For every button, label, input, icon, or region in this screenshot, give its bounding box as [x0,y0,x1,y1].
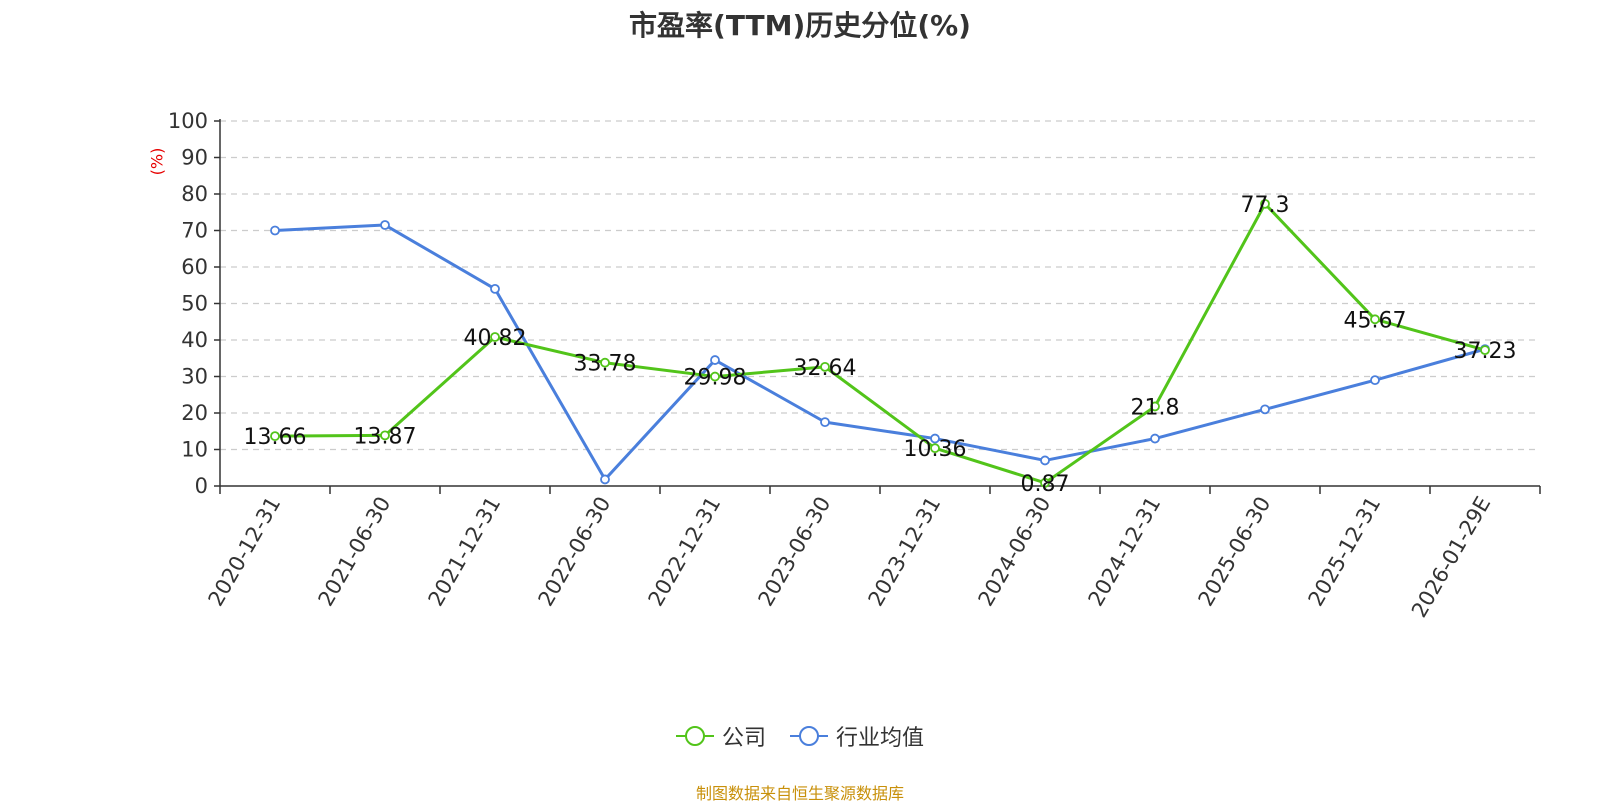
x-tick-label: 2025-12-31 [1304,493,1386,611]
x-tick-label: 2021-12-31 [424,493,506,611]
data-point [710,371,720,382]
grid-lines [220,120,1540,451]
data-point [1040,477,1050,488]
data-point [1150,401,1160,412]
data-point [1370,375,1380,386]
data-point [270,431,280,442]
data-point [930,443,940,454]
data-point [710,355,720,365]
data-label: 21.8 [1131,395,1180,420]
data-point [600,474,610,485]
y-tick-label: 80 [181,182,208,206]
data-label: 10.36 [904,437,967,462]
data-point [600,357,610,368]
data-label: 0.87 [1021,472,1070,497]
legend-item-industry[interactable]: 行业均值 [790,720,924,752]
data-point [380,220,390,230]
data-label: 13.87 [354,424,417,449]
legend-item-company[interactable]: 公司 [675,720,766,752]
y-tick-label: 40 [181,328,208,352]
legend-company-label: 公司 [721,726,766,751]
y-ticks: 0 10 20 30 40 50 60 70 80 90 100 [168,109,220,498]
data-label: 29.98 [684,366,747,391]
data-point [270,225,280,236]
x-tick-label: 2022-06-30 [534,493,616,611]
data-label: 40.82 [464,326,527,351]
y-tick-label: 90 [181,146,208,170]
data-point [1040,455,1050,466]
data-labels: 13.66 13.87 40.82 33.78 29.98 32.64 10.36 0.87 2… [244,193,1517,497]
series-points [270,198,1490,488]
y-tick-label: 0 [195,474,208,498]
y-tick-label: 10 [181,438,208,462]
data-label: 32.64 [794,356,857,381]
legend-industry-icon [790,726,828,746]
data-label: 45.67 [1344,308,1407,333]
x-tick-label: 2026-01-29E [1407,493,1495,622]
data-point [1480,345,1490,356]
series-lines [274,202,1486,485]
x-tick-label: 2020-12-31 [204,493,286,611]
data-label: 77.3 [1241,193,1290,218]
x-tick-label: 2021-06-30 [314,493,396,611]
x-tick-label: 2025-06-30 [1194,493,1276,611]
data-point [1370,314,1380,325]
data-point [1260,404,1270,415]
legend: 公司 行业均值 [0,720,1600,752]
x-tick-label: 2024-12-31 [1084,493,1166,611]
data-point [820,417,830,428]
x-ticks: 2020-12-31 2021-06-30 2021-12-31 2022-06-30… [204,486,1541,622]
data-point [380,430,390,441]
legend-company-icon [675,726,714,746]
data-point [1150,433,1160,444]
x-tick-label: 2024-06-30 [974,493,1056,611]
x-tick-label: 2023-12-31 [864,493,946,611]
series-line [274,223,1486,481]
data-label: 37.23 [1454,339,1517,364]
y-tick-label: 70 [181,219,208,243]
y-tick-label: 100 [168,109,208,133]
data-label: 13.66 [244,425,307,450]
chart-title: 市盈率(TTM)历史分位(%) [629,9,971,42]
data-label: 33.78 [574,352,637,377]
y-tick-label: 50 [181,292,208,316]
data-point [820,361,830,372]
x-tick-label: 2022-12-31 [644,493,726,611]
y-tick-label: 30 [181,365,208,389]
data-point [1260,198,1270,209]
legend-industry-label: 行业均值 [836,726,925,751]
data-point [490,283,500,294]
data-point [490,332,500,342]
x-tick-label: 2023-06-30 [754,493,836,611]
series-line [274,202,1486,485]
y-tick-label: 60 [181,255,208,279]
y-tick-label: 20 [181,401,208,425]
data-source-note: 制图数据来自恒生聚源数据库 [695,784,904,803]
data-point [930,433,940,444]
